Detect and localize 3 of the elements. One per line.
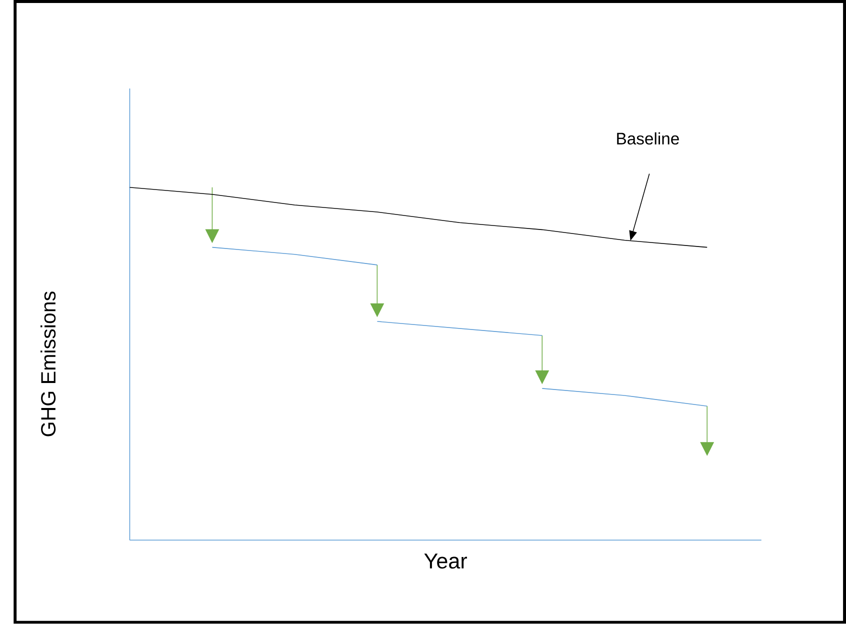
y-axis-title: GHG Emissions [40, 292, 56, 436]
x-axis-title: Year [424, 554, 467, 569]
text: Baseline [617, 132, 679, 145]
